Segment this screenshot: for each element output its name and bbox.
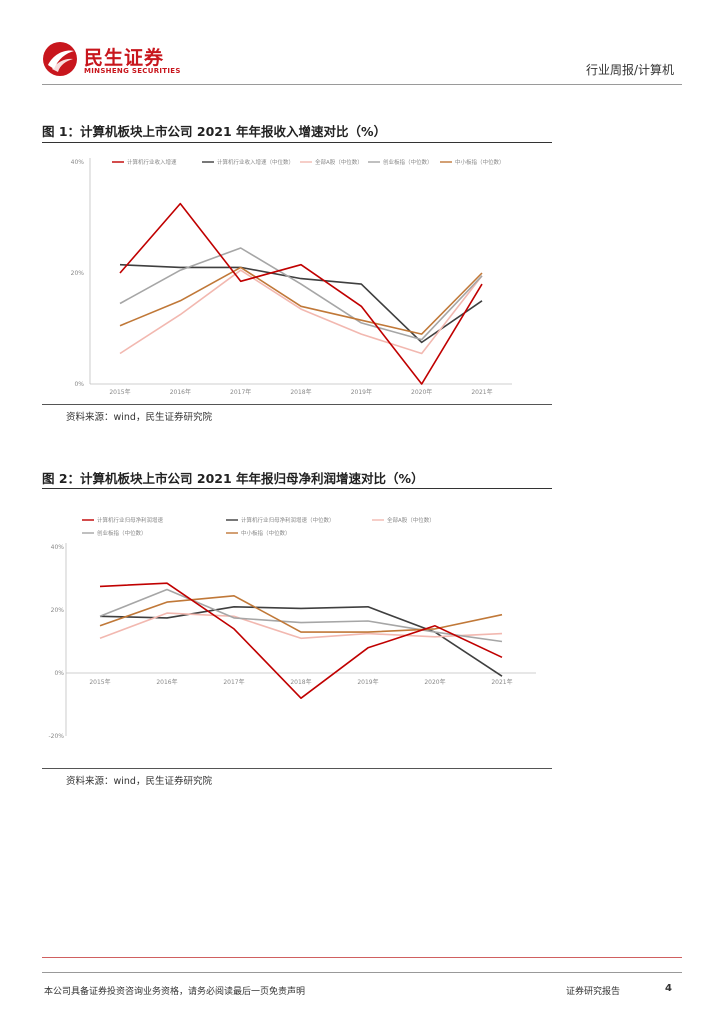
page-number: 4 bbox=[665, 983, 672, 994]
y-tick-label: 0% bbox=[74, 381, 84, 388]
y-tick-label: 40% bbox=[71, 159, 85, 166]
series-line bbox=[99, 588, 503, 643]
figure1-source: 资料来源：wind，民生证券研究院 bbox=[66, 412, 212, 423]
y-tick-label: 20% bbox=[51, 607, 65, 614]
series-line bbox=[119, 263, 483, 344]
x-tick-label: 2017年 bbox=[223, 678, 244, 686]
x-tick-label: 2019年 bbox=[351, 388, 372, 396]
figure2-top-rule bbox=[42, 488, 552, 489]
figure1-svg: 0% 20% 40% 2015年 2016年 2017年 2018年 2019年 2020年 20… bbox=[71, 158, 512, 396]
minsheng-logo-icon bbox=[43, 42, 77, 76]
series-line bbox=[119, 247, 483, 341]
x-tick-label: 2015年 bbox=[89, 678, 110, 686]
x-tick-label: 2015年 bbox=[109, 388, 130, 396]
y-tick-label: -20% bbox=[48, 733, 64, 740]
footer-divider-bottom bbox=[42, 972, 682, 973]
x-tick-label: 2018年 bbox=[290, 678, 311, 686]
x-tick-label: 2020年 bbox=[424, 678, 445, 686]
x-tick-label: 2020年 bbox=[411, 388, 432, 396]
y-tick-label: 40% bbox=[51, 544, 65, 551]
brand-logo: 民生证券 MINSHENG SECURITIES bbox=[42, 41, 192, 81]
header-divider bbox=[42, 84, 682, 85]
x-tick-label: 2021年 bbox=[491, 678, 512, 686]
x-tick-label: 2018年 bbox=[290, 388, 311, 396]
figure2-svg: -20% 0% 20% 40% 2015年 2016年 2017年 2018年 2019年 202… bbox=[48, 516, 536, 740]
figure1-bottom-rule bbox=[42, 404, 552, 405]
legend-label: 计算机行业收入增速 bbox=[127, 158, 177, 166]
series-line bbox=[119, 266, 483, 335]
series-line bbox=[99, 612, 503, 640]
x-tick-label: 2021年 bbox=[471, 388, 492, 396]
figure2-source: 资料来源：wind，民生证券研究院 bbox=[66, 776, 212, 787]
figure2-title: 图 2：计算机板块上市公司 2021 年年报归母净利润增速对比（%） bbox=[42, 471, 424, 486]
x-tick-label: 2016年 bbox=[170, 388, 191, 396]
legend-label: 计算机行业归母净利润增速 bbox=[97, 516, 164, 524]
y-tick-label: 20% bbox=[71, 270, 85, 277]
legend-label: 全部A股（中位数） bbox=[387, 516, 435, 524]
legend-label: 计算机行业收入增速（中位数） bbox=[217, 158, 294, 166]
y-tick-label: 0% bbox=[54, 670, 64, 677]
brand-name-en: MINSHENG SECURITIES bbox=[84, 67, 181, 75]
series-line bbox=[119, 202, 483, 385]
figure1-top-rule bbox=[42, 142, 552, 143]
legend-label: 计算机行业归母净利润增速（中位数） bbox=[241, 516, 335, 524]
report-section: 行业周报/计算机 bbox=[585, 63, 674, 77]
legend-label: 全部A股（中位数） bbox=[315, 158, 363, 166]
footer-disclaimer: 本公司具备证券投资咨询业务资格，请务必阅读最后一页免责声明 bbox=[44, 987, 306, 997]
x-tick-label: 2019年 bbox=[357, 678, 378, 686]
series-line bbox=[119, 269, 483, 355]
footer-report-type: 证券研究报告 bbox=[565, 987, 620, 997]
legend-label: 创业板指（中位数） bbox=[383, 158, 433, 166]
legend-label: 中小板指（中位数） bbox=[241, 529, 291, 537]
series-line bbox=[99, 595, 503, 633]
x-tick-label: 2016年 bbox=[156, 678, 177, 686]
legend-label: 中小板指（中位数） bbox=[455, 158, 505, 166]
legend-label: 创业板指（中位数） bbox=[97, 529, 147, 537]
figure1-title: 图 1：计算机板块上市公司 2021 年年报收入增速对比（%） bbox=[42, 124, 387, 139]
figure2-chart: -20% 0% 20% 40% 2015年 2016年 2017年 2018年 2019年 202… bbox=[42, 500, 552, 766]
brand-name-cn: 民生证券 bbox=[84, 47, 165, 69]
series-line bbox=[99, 606, 503, 677]
series-line bbox=[99, 582, 503, 699]
x-tick-label: 2017年 bbox=[230, 388, 251, 396]
footer-divider-top bbox=[42, 957, 682, 958]
figure2-bottom-rule bbox=[42, 768, 552, 769]
figure1-chart: 0% 20% 40% 2015年 2016年 2017年 2018年 2019年 2020年 20… bbox=[42, 150, 552, 402]
